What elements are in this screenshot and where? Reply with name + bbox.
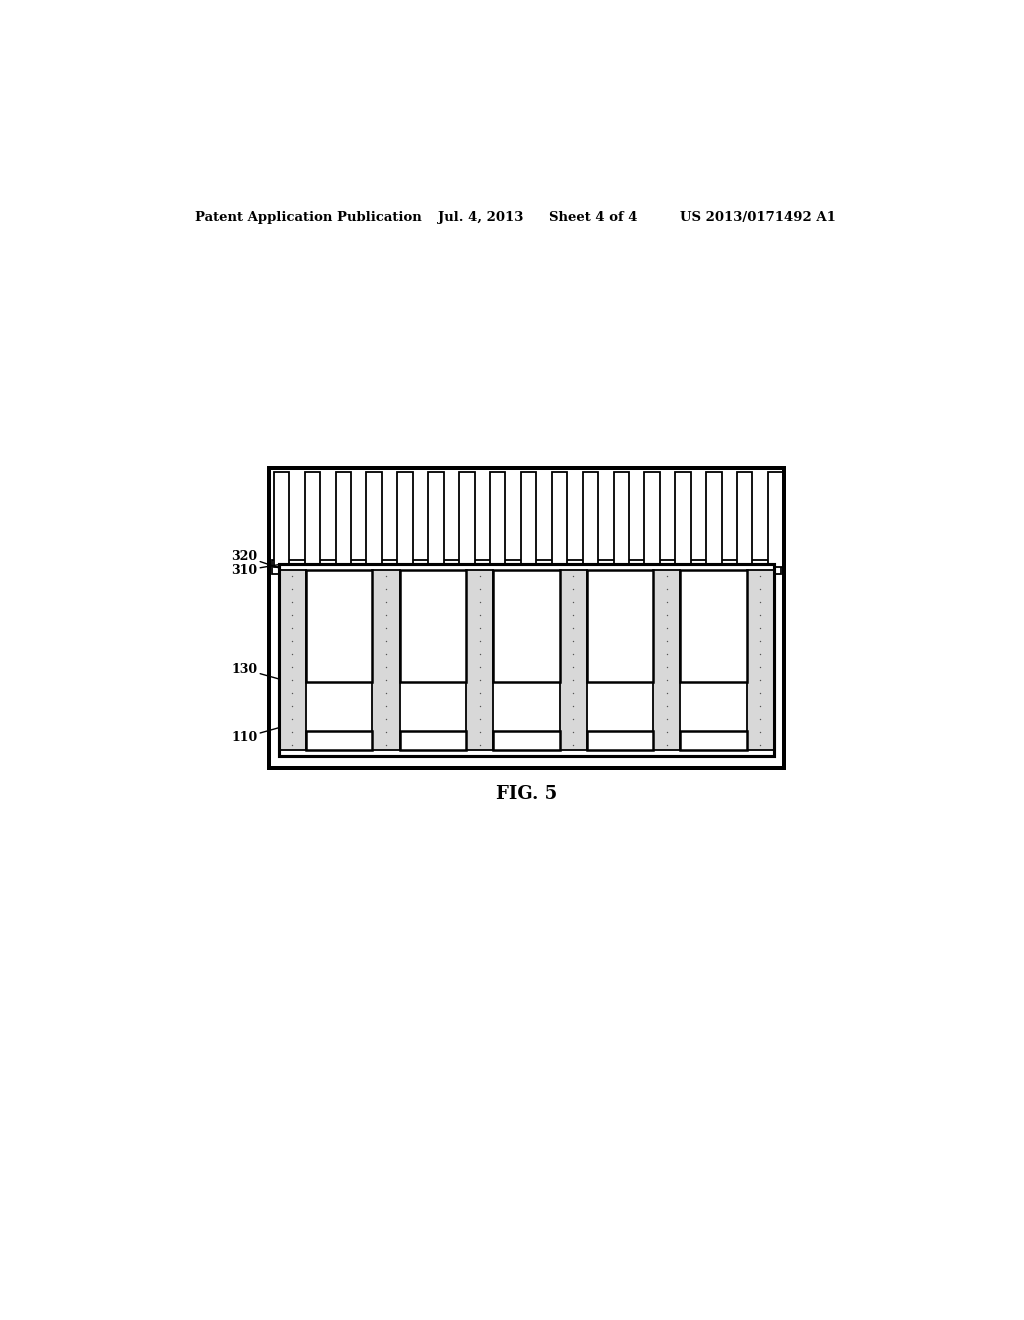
Text: FIG. 5: FIG. 5 — [496, 784, 557, 803]
Bar — [644, 473, 659, 568]
Bar — [305, 473, 321, 568]
Bar — [587, 570, 653, 681]
Bar — [466, 570, 494, 750]
Bar — [399, 570, 466, 681]
Text: 310: 310 — [231, 564, 281, 577]
Text: 110: 110 — [231, 727, 281, 744]
Bar — [583, 473, 598, 568]
Bar — [552, 473, 567, 568]
Bar — [306, 570, 373, 681]
Bar — [279, 565, 774, 756]
Text: Jul. 4, 2013: Jul. 4, 2013 — [437, 211, 523, 224]
Text: Sheet 4 of 4: Sheet 4 of 4 — [549, 211, 637, 224]
Bar — [680, 731, 746, 750]
Bar — [494, 570, 559, 681]
Bar — [269, 469, 783, 768]
Bar — [273, 473, 290, 568]
Bar — [559, 570, 587, 750]
Bar — [459, 473, 474, 568]
Bar — [768, 473, 783, 568]
Bar — [587, 731, 653, 750]
Bar — [746, 570, 774, 750]
Bar — [271, 560, 781, 574]
Bar — [490, 473, 506, 568]
Bar — [367, 473, 382, 568]
Text: US 2013/0171492 A1: US 2013/0171492 A1 — [680, 211, 836, 224]
Bar — [279, 565, 774, 756]
Bar — [613, 473, 629, 568]
Bar — [306, 731, 373, 750]
Bar — [428, 473, 443, 568]
Bar — [494, 731, 559, 750]
Text: Patent Application Publication: Patent Application Publication — [196, 211, 422, 224]
Text: 130: 130 — [231, 663, 281, 680]
Bar — [707, 473, 722, 568]
Bar — [653, 570, 680, 750]
Bar — [680, 570, 746, 681]
Bar — [279, 570, 306, 750]
Bar — [521, 473, 537, 568]
Bar — [269, 469, 783, 768]
Bar — [373, 570, 399, 750]
Bar — [399, 731, 466, 750]
Bar — [675, 473, 691, 568]
Text: 320: 320 — [231, 549, 281, 569]
Bar — [737, 473, 753, 568]
Bar — [336, 473, 351, 568]
Bar — [397, 473, 413, 568]
